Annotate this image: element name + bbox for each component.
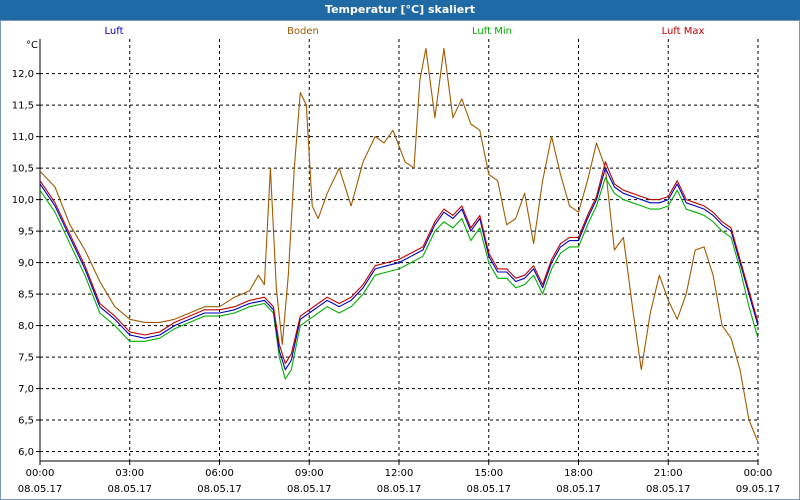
y-tick-label: 9,5 — [18, 227, 34, 238]
y-axis-label: °C — [26, 40, 38, 51]
series-line-luft — [39, 167, 759, 371]
x-tick-date: 08.05.17 — [287, 484, 332, 495]
y-tick-label: 7,5 — [18, 353, 34, 364]
series-line-luft-min — [39, 177, 759, 380]
x-tick-time: 09:00 — [295, 468, 324, 479]
x-tick-time: 18:00 — [564, 468, 593, 479]
x-tick-time: 12:00 — [385, 468, 414, 479]
x-tick-date: 08.05.17 — [466, 484, 511, 495]
y-tick-label: 6,5 — [18, 416, 34, 427]
series-line-boden — [39, 47, 759, 443]
x-tick-time: 00:00 — [744, 468, 773, 479]
y-tick-label: 12,0 — [12, 69, 34, 80]
y-tick-label: 11,5 — [12, 101, 34, 112]
x-tick-date: 09.05.17 — [736, 484, 781, 495]
chart-title: Temperatur [°C] skaliert — [0, 0, 800, 20]
y-tick-label: 8,0 — [18, 321, 34, 332]
series-line-luft-max — [39, 161, 759, 364]
y-tick-label: 8,5 — [18, 290, 34, 301]
x-tick-time: 21:00 — [654, 468, 683, 479]
y-tick-label: 11,0 — [12, 132, 34, 143]
x-tick-time: 06:00 — [205, 468, 234, 479]
x-tick-date: 08.05.17 — [107, 484, 152, 495]
legend-entry-luft-min: Luft Min — [472, 26, 512, 37]
x-tick-date: 08.05.17 — [556, 484, 601, 495]
x-tick-time: 03:00 — [115, 468, 144, 479]
x-tick-date: 08.05.17 — [18, 484, 63, 495]
legend-entry-luft-max: Luft Max — [662, 26, 705, 37]
legend-entry-boden: Boden — [287, 26, 319, 37]
y-tick-label: 9,0 — [18, 258, 34, 269]
y-tick-label: 10,5 — [12, 164, 34, 175]
x-tick-date: 08.05.17 — [646, 484, 691, 495]
x-tick-time: 00:00 — [26, 468, 55, 479]
y-tick-label: 10,0 — [12, 195, 34, 206]
legend-entry-luft: Luft — [105, 26, 124, 37]
x-tick-date: 08.05.17 — [377, 484, 422, 495]
x-tick-time: 15:00 — [474, 468, 503, 479]
x-tick-date: 08.05.17 — [197, 484, 242, 495]
y-tick-label: 6,0 — [18, 447, 34, 458]
y-tick-label: 7,0 — [18, 384, 34, 395]
